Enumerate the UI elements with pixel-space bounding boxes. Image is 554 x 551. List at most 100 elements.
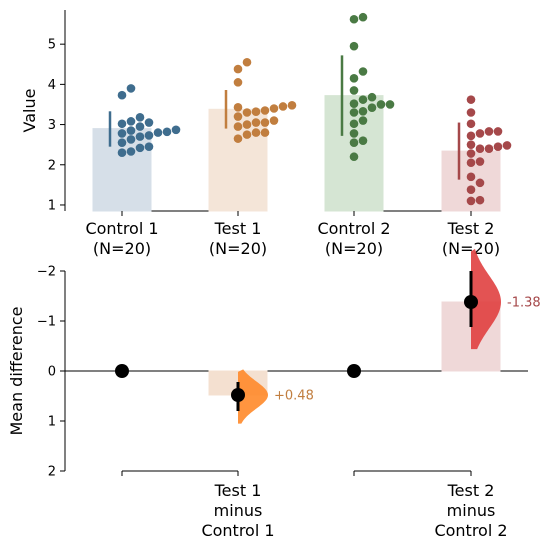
data-point <box>269 104 279 113</box>
data-point <box>117 129 127 138</box>
data-point <box>278 102 288 111</box>
y-tick-label: 1 <box>48 415 56 430</box>
data-point <box>484 127 494 136</box>
data-point <box>242 120 252 129</box>
data-point <box>475 144 485 153</box>
data-point <box>466 131 476 141</box>
y-tick-label: 0 <box>48 365 56 380</box>
y-tick-label: 5 <box>48 38 56 53</box>
data-point <box>349 99 359 108</box>
x-category-n-label: (N=20) <box>442 239 500 258</box>
x-category-n-label: (N=20) <box>93 239 151 258</box>
data-point <box>233 78 243 87</box>
data-point <box>251 107 261 117</box>
data-point <box>269 116 279 125</box>
data-point <box>126 135 136 144</box>
data-point <box>242 108 252 117</box>
data-point <box>358 107 368 116</box>
data-point <box>484 144 494 153</box>
data-point <box>117 138 127 147</box>
bootstrap-distribution <box>238 369 268 424</box>
data-point <box>135 143 145 153</box>
data-point <box>466 95 476 104</box>
data-point <box>358 67 368 76</box>
data-point <box>144 118 154 127</box>
comparison-label: Test 1 <box>214 481 262 500</box>
y-tick-label: 1 <box>48 198 56 213</box>
y-axis-label: Value <box>20 89 39 133</box>
y-tick-label: −1 <box>37 315 56 330</box>
y-tick-label: 2 <box>48 158 56 173</box>
data-point <box>349 152 359 162</box>
mean-difference-point <box>231 388 245 402</box>
data-point <box>349 86 359 95</box>
data-point <box>233 102 243 112</box>
data-point <box>233 134 243 143</box>
data-point <box>358 12 368 22</box>
data-point <box>349 41 359 51</box>
data-point <box>251 118 261 127</box>
comparison-label: minus <box>214 501 263 520</box>
data-point <box>349 129 359 138</box>
data-point <box>171 125 181 135</box>
bootstrap-distribution <box>471 248 501 350</box>
data-point <box>349 108 359 117</box>
data-point <box>466 119 476 129</box>
data-point <box>135 122 145 131</box>
reference-point <box>347 364 361 378</box>
data-point <box>126 117 136 126</box>
data-point <box>260 118 270 127</box>
x-category-n-label: (N=20) <box>325 239 383 258</box>
comparison-label: Control 2 <box>434 521 507 540</box>
y-tick-label: −2 <box>37 265 56 280</box>
y-tick-label: 2 <box>48 465 56 480</box>
data-point <box>126 84 136 93</box>
data-point <box>358 136 368 145</box>
data-point <box>358 95 368 104</box>
mean-difference-label: -1.38 <box>507 296 541 311</box>
data-point <box>349 14 359 24</box>
data-point <box>376 100 386 109</box>
data-point <box>242 130 252 139</box>
data-point <box>385 100 395 109</box>
data-point <box>475 157 485 166</box>
data-point <box>260 106 270 115</box>
data-point <box>466 172 476 182</box>
data-point <box>117 90 127 100</box>
data-point <box>475 178 485 188</box>
y-tick-label: 4 <box>48 78 56 93</box>
data-point <box>162 127 172 137</box>
data-point <box>144 142 154 151</box>
data-point <box>135 132 145 141</box>
data-point <box>493 142 503 151</box>
data-point <box>466 185 476 194</box>
data-point <box>349 138 359 147</box>
data-point <box>153 128 163 137</box>
comparison-label: Control 1 <box>201 521 274 540</box>
data-point <box>233 122 243 131</box>
mean-difference-label: +0.48 <box>274 389 314 404</box>
data-point <box>466 149 476 158</box>
data-point <box>466 158 476 168</box>
y-axis-label: Mean difference <box>7 307 26 436</box>
data-point <box>349 119 359 129</box>
data-point <box>493 127 503 136</box>
data-point <box>251 128 261 137</box>
data-point <box>466 196 476 206</box>
data-point <box>233 64 243 74</box>
data-point <box>358 116 368 125</box>
data-point <box>242 57 252 67</box>
data-point <box>135 113 145 122</box>
data-point <box>367 103 377 112</box>
data-point <box>126 147 136 156</box>
x-category-label: Control 1 <box>85 219 158 238</box>
data-point <box>475 195 485 205</box>
data-point <box>117 119 127 129</box>
data-point <box>287 100 297 110</box>
comparison-label: minus <box>447 501 496 520</box>
data-point <box>117 148 127 158</box>
x-category-label: Test 2 <box>447 219 495 238</box>
x-category-label: Test 1 <box>214 219 262 238</box>
